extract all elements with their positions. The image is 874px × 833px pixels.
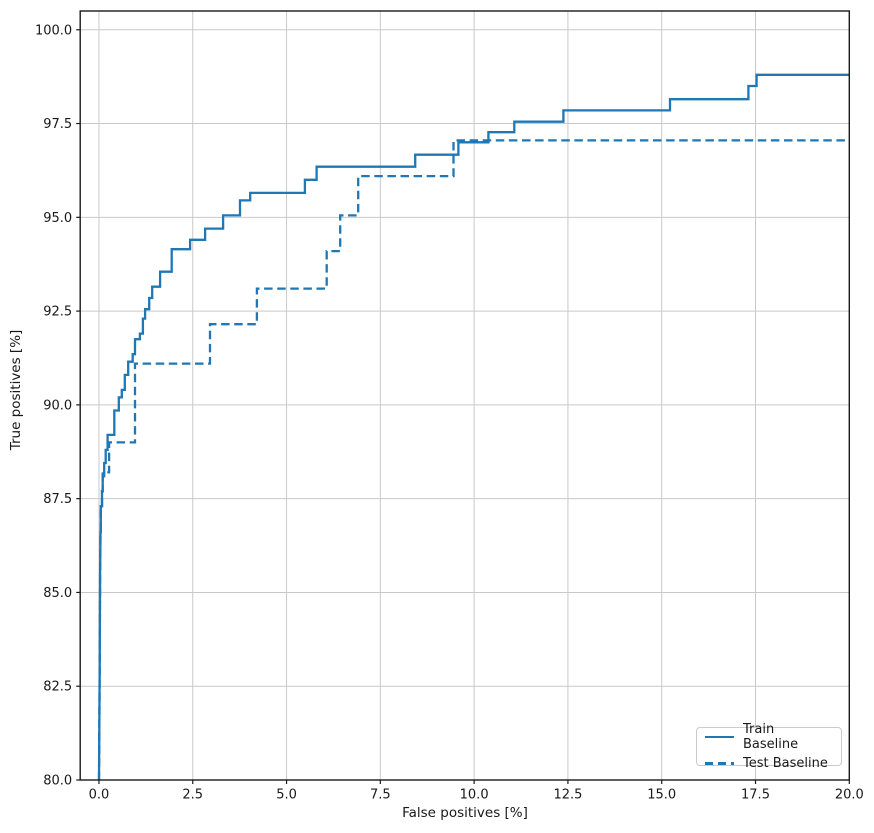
y-tick-label: 90.0 [43, 398, 72, 413]
series-line-train-baseline [97, 73, 850, 781]
y-tick-label: 95.0 [43, 211, 72, 226]
y-axis-label: True positives [%] [8, 329, 24, 451]
legend-label-train: Train Baseline [743, 722, 799, 752]
legend-item-test-baseline: Test Baseline [705, 756, 833, 771]
series-line-test-baseline [97, 139, 850, 781]
legend: Train Baseline Test Baseline [696, 722, 842, 771]
y-tick-label: 97.5 [43, 117, 72, 132]
x-tick-label: 0.0 [89, 788, 110, 803]
x-tick-label: 20.0 [835, 788, 864, 803]
x-tick-label: 7.5 [370, 788, 391, 803]
solid-line-icon [705, 735, 734, 739]
legend-label-test: Test Baseline [743, 756, 828, 771]
dashed-line-icon [705, 762, 734, 765]
x-tick-label: 10.0 [460, 788, 489, 803]
y-tick-label: 87.5 [43, 492, 72, 507]
x-axis-label: False positives [%] [402, 805, 528, 821]
axes-spines [79, 10, 850, 781]
x-tick-label: 2.5 [182, 788, 203, 803]
x-tick-label: 17.5 [741, 788, 770, 803]
y-tick-label: 82.5 [43, 680, 72, 695]
y-tick-label: 92.5 [43, 305, 72, 320]
x-tick-label: 12.5 [553, 788, 582, 803]
y-tick-label: 85.0 [43, 586, 72, 601]
legend-item-train-baseline: Train Baseline [705, 722, 833, 752]
y-tick-label: 80.0 [43, 774, 72, 789]
y-tick-label: 100.0 [35, 23, 72, 38]
x-tick-label: 5.0 [276, 788, 297, 803]
x-tick-label: 15.0 [647, 788, 676, 803]
